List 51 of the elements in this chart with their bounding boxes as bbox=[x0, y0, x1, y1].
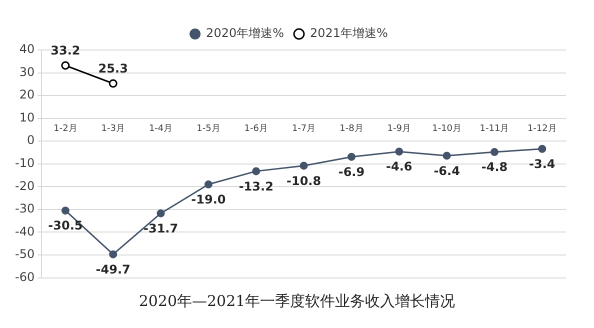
data-label: -30.5 bbox=[48, 218, 83, 233]
point bbox=[109, 250, 118, 258]
point bbox=[395, 148, 404, 156]
y-tick-label: 40 bbox=[19, 42, 35, 56]
point bbox=[61, 61, 70, 70]
x-tick-label: 1-12月 bbox=[527, 124, 557, 134]
legend-label: 2021年增速% bbox=[310, 26, 388, 40]
data-label: -49.7 bbox=[96, 262, 130, 276]
data-label: -4.8 bbox=[481, 160, 508, 174]
point bbox=[61, 206, 70, 215]
point bbox=[300, 162, 308, 170]
y-tick-label: -20 bbox=[14, 178, 35, 193]
data-label: -10.8 bbox=[286, 174, 322, 188]
point bbox=[538, 144, 546, 153]
data-label: -13.2 bbox=[238, 179, 274, 194]
y-tick-label: -40 bbox=[14, 224, 35, 238]
point bbox=[442, 152, 451, 160]
x-tick-label: 1-6月 bbox=[244, 124, 268, 134]
data-label: 25.3 bbox=[98, 62, 128, 76]
data-label: -6.9 bbox=[338, 164, 365, 179]
legend-label: 2020年增速% bbox=[206, 26, 284, 40]
y-tick-label: 30 bbox=[19, 64, 35, 79]
y-tick-label: -50 bbox=[14, 247, 35, 262]
data-label: -4.6 bbox=[386, 160, 412, 174]
x-tick-label: 1-7月 bbox=[292, 124, 316, 134]
data-label: -31.7 bbox=[143, 221, 178, 236]
y-tick-label: 10 bbox=[19, 110, 35, 124]
data-label: 33.2 bbox=[50, 44, 80, 58]
data-label: -6.4 bbox=[434, 164, 460, 178]
y-tick-label: -10 bbox=[14, 156, 35, 170]
x-tick-label: 1-11月 bbox=[480, 124, 510, 134]
x-tick-label: 1-2月 bbox=[54, 124, 78, 134]
point bbox=[490, 148, 498, 156]
y-tick-label: -30 bbox=[14, 202, 35, 216]
point bbox=[108, 79, 118, 88]
y-tick-label: -60 bbox=[14, 270, 35, 284]
x-tick-label: 1-9月 bbox=[387, 124, 411, 134]
x-tick-label: 1-8月 bbox=[340, 124, 364, 134]
y-tick-label: 0 bbox=[26, 133, 35, 148]
x-tick-label: 1-4月 bbox=[148, 124, 173, 134]
point bbox=[204, 180, 212, 188]
point bbox=[347, 152, 356, 161]
x-tick-label: 1-10月 bbox=[432, 124, 462, 134]
data-label: -3.4 bbox=[529, 156, 556, 171]
point bbox=[156, 209, 165, 218]
data-label: -19.0 bbox=[191, 192, 226, 207]
y-tick-label: 20 bbox=[19, 88, 35, 102]
x-tick-label: 1-5月 bbox=[196, 124, 220, 134]
text: 2020年—2021年一季度软件业务收入增长情况 bbox=[138, 292, 456, 311]
x-tick-label: 1-3月 bbox=[101, 124, 125, 134]
point bbox=[252, 167, 260, 176]
